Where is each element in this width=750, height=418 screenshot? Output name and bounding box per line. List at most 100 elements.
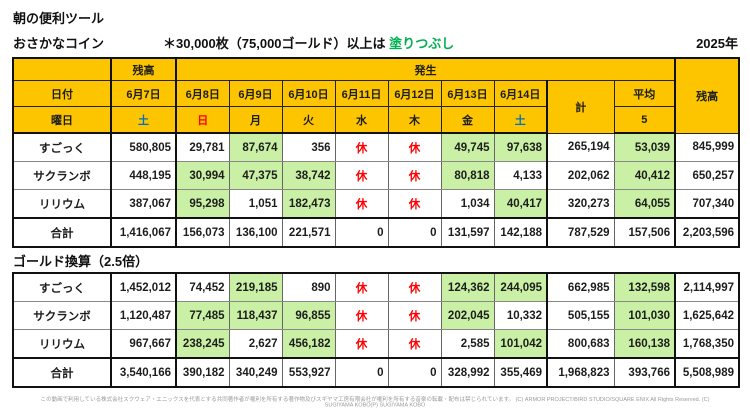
- table-row: すごっく 580,805 29,781 87,674 356 休休 49,745 97,638…: [12, 132, 740, 162]
- day-value-cell: 142,188: [493, 217, 548, 248]
- date-header: 6月10日: [281, 80, 336, 107]
- header-row-groups: 残高 発生 残高: [12, 57, 740, 134]
- weekday-header: 土: [110, 106, 177, 134]
- total-header: 計: [546, 80, 615, 134]
- week-total-cell: 662,985: [546, 272, 615, 302]
- balance-end-cell: 1,768,350: [674, 329, 740, 359]
- header-row-weekdays: 曜日 土 日 月 火 水 木 金 土 5: [12, 106, 739, 134]
- day-value-cell: 10,332: [493, 301, 548, 330]
- table-row: サクランボ 1,120,487 77,485 118,437 96,855 休休 202,0…: [12, 301, 740, 330]
- day-value-cell: 49,745: [440, 132, 495, 162]
- row-label: サクランボ: [12, 301, 112, 330]
- row-label: すごっく: [12, 132, 112, 162]
- rest-day-cell: 休: [387, 189, 442, 219]
- day-value-cell: 1,034: [440, 189, 495, 219]
- week-total-cell: 202,062: [546, 161, 615, 190]
- date-header: 6月13日: [440, 80, 495, 107]
- average-cell: 160,138: [613, 329, 676, 359]
- balance-start-cell: 1,120,487: [110, 301, 177, 330]
- rest-day-cell: 休: [334, 132, 389, 162]
- day-value-cell: 95,298: [175, 189, 230, 219]
- day-value-cell: 40,417: [493, 189, 548, 219]
- header-row-dates: 日付 6月7日 6月8日 6月9日 6月10日 6月11日 6月12日 6月13…: [12, 80, 739, 134]
- week-total-cell: 1,968,823: [546, 357, 615, 388]
- day-value-cell: 182,473: [281, 189, 336, 219]
- threshold-note-highlight: 塗りつぶし: [389, 36, 455, 51]
- weekday-header: 日: [175, 106, 230, 134]
- weekday-header: 火: [281, 106, 336, 134]
- rest-day-cell: 休: [387, 132, 442, 162]
- gold-table: すごっく 1,452,012 74,452 219,185 890 休休 124,362 24…: [12, 272, 740, 388]
- rest-day-cell: 休: [334, 161, 389, 190]
- balance-start-cell: 3,540,166: [110, 357, 177, 388]
- balance-end-cell: 5,508,989: [674, 357, 740, 388]
- rest-day-cell: 休: [387, 301, 442, 330]
- week-total-cell: 800,683: [546, 329, 615, 359]
- day-value-cell: 101,042: [493, 329, 548, 359]
- day-value-cell: 77,485: [175, 301, 230, 330]
- day-value-cell: 219,185: [228, 272, 283, 302]
- rest-day-cell: 休: [334, 272, 389, 302]
- day-value-cell: 87,674: [228, 132, 283, 162]
- day-value-cell: 38,742: [281, 161, 336, 190]
- day-value-cell: 238,245: [175, 329, 230, 359]
- day-value-cell: 890: [281, 272, 336, 302]
- day-value-cell: 96,855: [281, 301, 336, 330]
- week-total-cell: 320,273: [546, 189, 615, 219]
- average-cell: 157,506: [613, 217, 677, 248]
- rest-day-cell: 休: [387, 272, 442, 302]
- day-value-cell: 390,182: [175, 357, 230, 388]
- weekday-header: 金: [440, 106, 495, 134]
- occurrence-header: 発生: [175, 57, 676, 81]
- date-header: 6月14日: [493, 80, 548, 107]
- table-row: サクランボ 448,195 30,994 47,375 38,742 休休 80,818 4,…: [12, 161, 740, 190]
- balance-start-cell: 1,416,067: [110, 217, 177, 248]
- date-header: 6月11日: [334, 80, 389, 107]
- row-label: 合計: [12, 217, 112, 248]
- coin-table: 残高 発生 残高 日付 6月7日 6月8日 6月9日 6月10日 6月11日 6…: [12, 57, 741, 248]
- average-divisor-header: 5: [613, 106, 677, 134]
- rest-day-cell: 休: [334, 189, 389, 219]
- day-value-cell: 2,627: [228, 329, 283, 359]
- week-total-cell: 787,529: [546, 217, 615, 248]
- day-value-cell: 328,992: [440, 357, 495, 388]
- day-value-cell: 0: [334, 217, 389, 248]
- row-label: 合計: [12, 357, 112, 388]
- day-value-cell: 156,073: [175, 217, 230, 248]
- gold-table-title: ゴールド換算（2.5倍）: [13, 254, 149, 269]
- day-value-cell: 0: [387, 357, 442, 388]
- total-row: 合計 1,416,067 156,073 136,100 221,571 0 0 131,59…: [12, 217, 740, 248]
- weekday-header: 土: [493, 106, 548, 134]
- weekday-header: 木: [387, 106, 442, 134]
- row-label: リリウム: [12, 189, 112, 219]
- day-value-cell: 74,452: [175, 272, 230, 302]
- week-total-cell: 505,155: [546, 301, 615, 330]
- day-value-cell: 4,133: [493, 161, 548, 190]
- corner-blank-cell: [12, 57, 112, 81]
- copyright-footer: この動画で利用している株式会社スクウェア・エニックスを代表とする共同著作者が権利…: [40, 397, 710, 409]
- day-value-cell: 30,994: [175, 161, 230, 190]
- row-label: リリウム: [12, 329, 112, 359]
- threshold-note: ＊30,000枚（75,000ゴールド）以上は 塗りつぶし: [163, 33, 454, 52]
- balance-end-cell: 650,257: [674, 161, 740, 190]
- date-header: 6月7日: [110, 80, 177, 107]
- balance-start-cell: 387,067: [110, 189, 177, 219]
- threshold-note-prefix: ＊30,000枚（75,000ゴールド）以上は: [163, 36, 390, 51]
- day-value-cell: 136,100: [228, 217, 283, 248]
- day-value-cell: 0: [334, 357, 389, 388]
- day-value-cell: 131,597: [440, 217, 495, 248]
- balance-start-cell: 1,452,012: [110, 272, 177, 302]
- day-value-cell: 124,362: [440, 272, 495, 302]
- date-row-label: 日付: [12, 80, 112, 107]
- balance-end-cell: 2,114,997: [674, 272, 740, 302]
- average-cell: 53,039: [613, 132, 677, 162]
- day-value-cell: 1,051: [228, 189, 283, 219]
- balance-right-header: 残高: [674, 57, 740, 134]
- balance-end-cell: 2,203,596: [674, 217, 740, 248]
- day-value-cell: 118,437: [228, 301, 283, 330]
- total-row: 合計 3,540,166 390,182 340,249 553,927 0 0 328,99…: [12, 357, 740, 388]
- average-header: 平均: [613, 80, 677, 107]
- day-value-cell: 202,045: [440, 301, 495, 330]
- date-header: 6月9日: [228, 80, 283, 107]
